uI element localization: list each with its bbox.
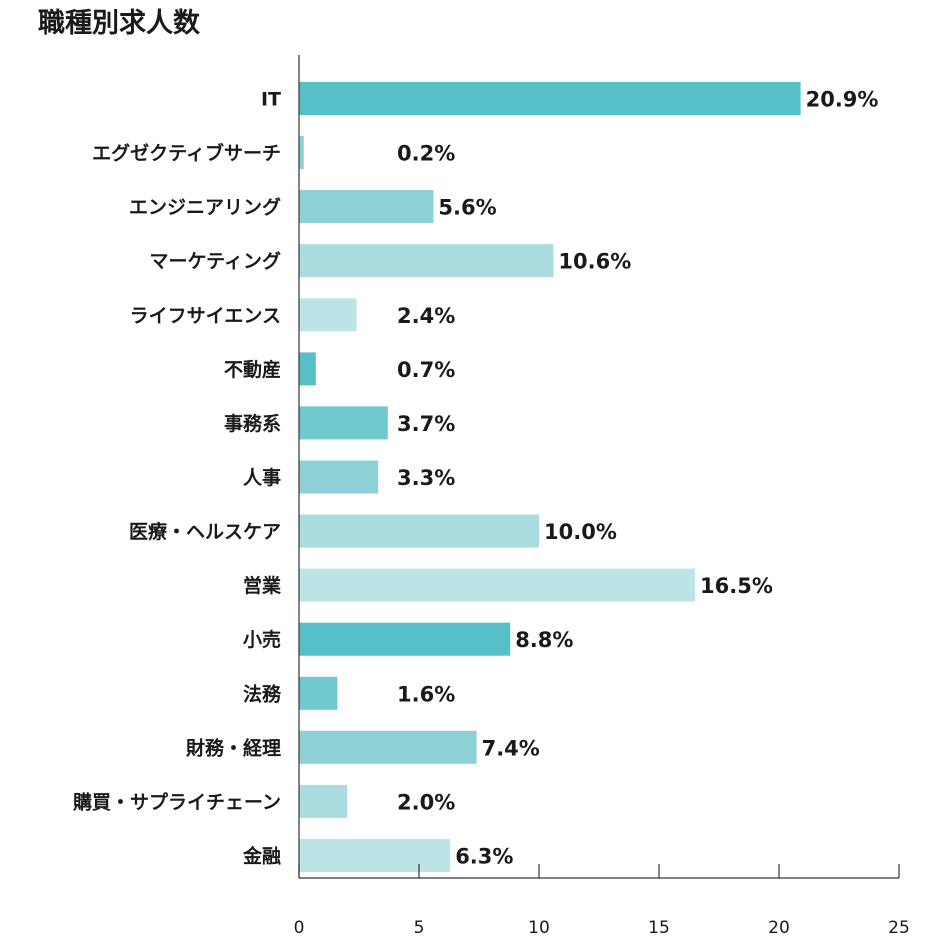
axes: 0 5 10 15 20 25 [294,55,910,938]
value-label-6: 3.7% [397,412,455,436]
category-label-10: 小売 [243,628,281,651]
category-label-5: 不動産 [224,358,281,381]
value-label-8: 10.0% [544,520,617,544]
category-label-11: 法務 [243,682,282,705]
value-label-14: 6.3% [455,845,513,869]
category-label-0: IT [261,89,281,111]
bar-9 [299,568,695,602]
category-label-6: 事務系 [224,412,281,435]
bar-5 [299,352,316,386]
category-label-9: 営業 [243,574,282,597]
bar-1 [299,136,304,170]
bar-14 [299,839,451,872]
value-label-1: 0.2% [397,142,455,166]
category-label-1: エグゼクティブサーチ [92,142,281,165]
category-label-4: ライフサイエンス [130,305,281,327]
x-tick-label-2: 10 [528,918,550,938]
bar-11 [299,676,338,710]
category-labels: IT エグゼクティブサーチエンジニアリングマーケティングライフサイエンス不動産事務… [73,89,282,868]
value-labels: 20.9% 0.2% 5.6% 10.6% 2.4% 0.7% 3.7% 3.3% 10.0% 1… [397,88,878,869]
value-label-9: 16.5% [700,574,773,598]
category-label-7: 人事 [243,466,281,489]
category-label-14: 金融 [242,845,281,868]
x-tick-label-4: 20 [768,918,790,938]
value-label-3: 10.6% [558,250,631,274]
x-tick-label-0: 0 [294,918,305,938]
value-label-12: 7.4% [482,736,540,760]
bars-layer [299,82,801,872]
value-label-5: 0.7% [397,358,455,382]
bar-0 [299,82,801,115]
bar-6 [299,406,388,440]
value-label-13: 2.0% [397,790,455,814]
value-label-2: 5.6% [438,196,496,220]
x-tick-label-1: 5 [414,918,425,938]
value-label-4: 2.4% [397,304,455,328]
bar-13 [299,784,347,818]
value-label-0: 20.9% [806,88,879,112]
bar-8 [299,514,539,548]
bar-12 [299,730,477,764]
value-label-11: 1.6% [397,682,455,706]
category-label-13: 購買・サプライチェーン [73,790,281,813]
category-label-8: 医療・ヘルスケア [129,520,281,543]
bar-10 [299,622,511,656]
chart-title: 職種別求人数 [38,8,200,39]
x-tick-label-3: 15 [648,918,670,938]
category-label-3: マーケティング [150,250,281,273]
bar-4 [299,298,357,332]
category-label-12: 財務・経理 [186,736,281,759]
bar-2 [299,190,434,224]
bar-7 [299,460,379,494]
x-tick-label-5: 25 [888,918,910,938]
value-label-7: 3.3% [397,466,455,490]
bar-3 [299,244,554,278]
category-label-2: エンジニアリング [129,196,281,219]
value-label-10: 8.8% [515,628,573,652]
